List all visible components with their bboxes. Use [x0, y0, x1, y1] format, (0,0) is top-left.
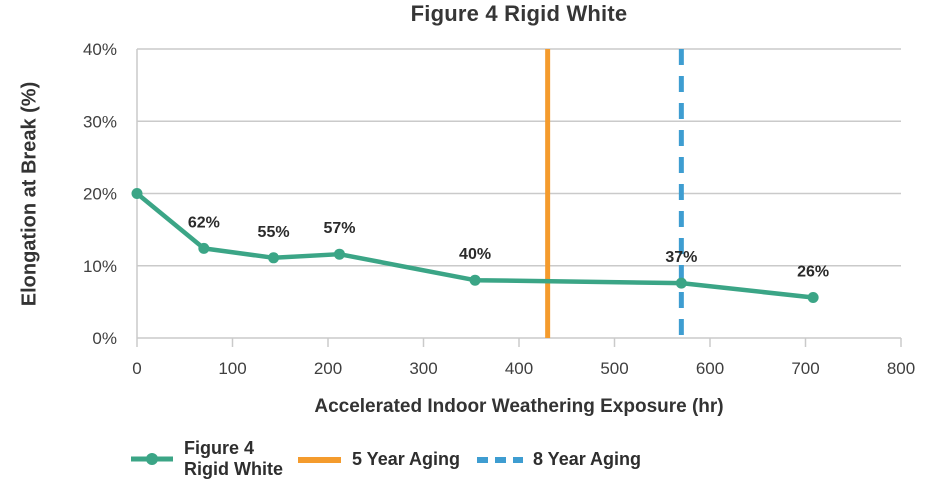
- legend-item-8-year-aging: 8 Year Aging: [477, 449, 641, 470]
- data-point-marker: [198, 242, 210, 254]
- legend-series-label: Figure 4 Rigid White: [184, 438, 283, 479]
- data-point-label: 55%: [258, 224, 290, 241]
- data-point-label: 37%: [665, 249, 697, 266]
- x-tick-label: 200: [314, 359, 342, 378]
- x-tick-label: 400: [505, 359, 533, 378]
- legend-vline1-label: 5 Year Aging: [352, 449, 461, 469]
- x-tick-label: 0: [132, 359, 141, 378]
- legend-vline2-label: 8 Year Aging: [533, 449, 642, 469]
- series-line-icon: [131, 453, 173, 465]
- data-point-marker: [268, 252, 280, 264]
- x-axis-title: Accelerated Indoor Weathering Exposure (…: [314, 396, 724, 417]
- chart-title: Figure 4 Rigid White: [410, 1, 628, 26]
- y-tick-label: 10%: [83, 257, 117, 276]
- data-point-label: 40%: [459, 246, 491, 263]
- data-point-marker: [807, 292, 819, 304]
- data-point-label: 62%: [188, 214, 220, 231]
- data-point-marker: [333, 248, 345, 260]
- x-tick-label: 100: [218, 359, 246, 378]
- x-tick-label: 600: [696, 359, 724, 378]
- y-tick-label: 20%: [83, 185, 117, 204]
- x-tick-label: 500: [600, 359, 628, 378]
- legend-item-series: Figure 4 Rigid White: [130, 438, 283, 480]
- legend-item-5-year-aging: 5 Year Aging: [297, 449, 460, 470]
- dashed-line-icon: [477, 456, 523, 463]
- solid-line-icon: [298, 456, 341, 463]
- data-point-marker: [469, 274, 481, 286]
- y-tick-label: 40%: [83, 40, 117, 59]
- y-tick-label: 0%: [92, 329, 117, 348]
- data-point-label: 57%: [323, 220, 355, 237]
- x-tick-label: 300: [409, 359, 437, 378]
- data-point-marker: [675, 277, 687, 289]
- x-tick-label: 700: [791, 359, 819, 378]
- data-point-label: 26%: [797, 264, 829, 281]
- y-tick-label: 30%: [83, 112, 117, 131]
- data-point-marker: [131, 188, 143, 199]
- x-tick-label: 800: [887, 359, 915, 378]
